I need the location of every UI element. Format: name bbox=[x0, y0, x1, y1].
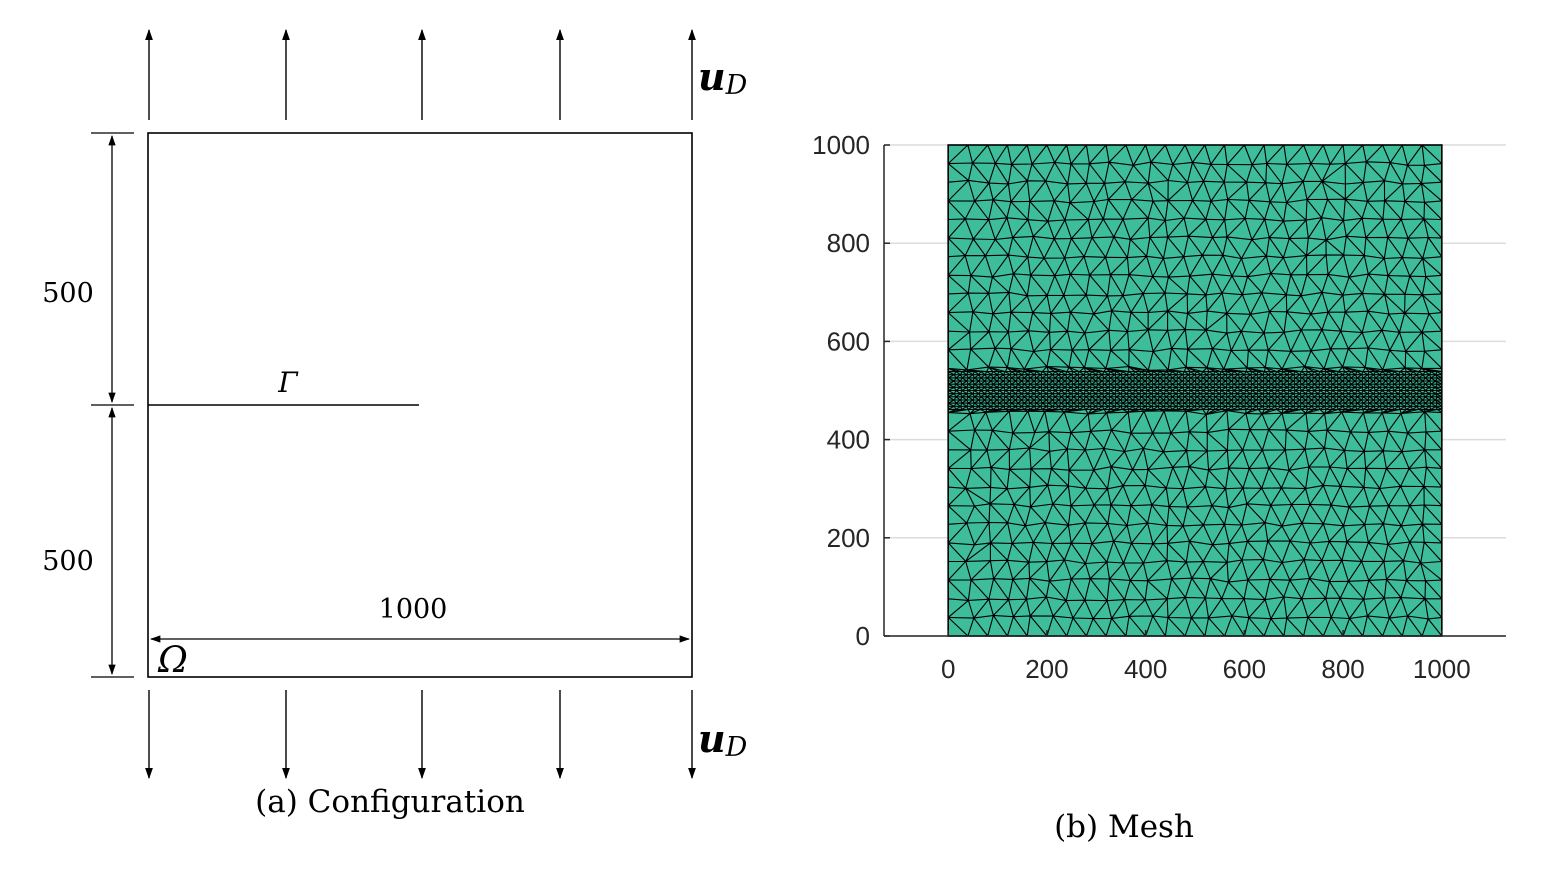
mesh-edge bbox=[948, 198, 1442, 204]
mesh-edge bbox=[948, 179, 1442, 185]
mesh-edge bbox=[948, 614, 1442, 620]
mesh-edge bbox=[948, 291, 1442, 297]
mesh-edge bbox=[948, 161, 1442, 166]
caption-b: (b) Mesh bbox=[1054, 809, 1194, 845]
domain-label: Ω bbox=[157, 640, 188, 681]
x-tick-label: 600 bbox=[1223, 654, 1266, 684]
mesh-edge bbox=[948, 217, 1442, 222]
mesh-edge bbox=[948, 540, 1442, 546]
mesh-panel: 0 200 400 600 800 1000 0 200 400 600 800 1000 (b) … bbox=[812, 130, 1506, 845]
mesh-edge bbox=[948, 577, 1442, 583]
x-tick-label: 1000 bbox=[1413, 654, 1471, 684]
crack-label: Γ bbox=[277, 366, 299, 399]
mesh-edge bbox=[948, 596, 1442, 602]
y-tick-label: 0 bbox=[856, 621, 870, 651]
x-tick-label: 400 bbox=[1124, 654, 1167, 684]
y-tick-label: 1000 bbox=[812, 130, 870, 160]
mesh-edge bbox=[948, 559, 1442, 565]
mesh-edge bbox=[948, 365, 1442, 371]
dim-label-width: 1000 bbox=[379, 594, 448, 625]
mesh-edge bbox=[948, 347, 1442, 353]
vertical-dimensions bbox=[91, 132, 134, 678]
y-tick-labels: 0 200 400 600 800 1000 bbox=[812, 130, 870, 651]
mesh-edge bbox=[948, 272, 1442, 278]
mesh-edge bbox=[948, 503, 1442, 509]
y-tick-label: 600 bbox=[827, 326, 870, 356]
caption-a: (a) Configuration bbox=[255, 784, 525, 820]
mesh-edge bbox=[948, 466, 1442, 471]
top-load-arrows bbox=[145, 28, 696, 120]
y-tick-label: 400 bbox=[827, 425, 870, 455]
top-load-label: uD bbox=[698, 54, 748, 101]
y-tick-label: 200 bbox=[827, 523, 870, 553]
mesh-edge bbox=[948, 310, 1442, 315]
mesh-triangles bbox=[947, 144, 1443, 637]
bottom-load-label: uD bbox=[698, 716, 748, 763]
x-tick-label: 0 bbox=[941, 654, 955, 684]
mesh-axes bbox=[883, 144, 1506, 637]
dim-label-upper: 500 bbox=[42, 278, 94, 309]
mesh-edge bbox=[948, 329, 1442, 334]
mesh-edge bbox=[948, 428, 1442, 434]
y-tick-label: 800 bbox=[827, 228, 870, 258]
mesh-edge bbox=[948, 484, 1442, 490]
x-tick-labels: 0 200 400 600 800 1000 bbox=[941, 654, 1471, 684]
bottom-load-arrows bbox=[145, 690, 696, 780]
mesh-edge bbox=[948, 235, 1442, 241]
mesh-edge bbox=[948, 254, 1442, 260]
x-tick-label: 800 bbox=[1321, 654, 1364, 684]
mesh-edge bbox=[948, 447, 1442, 453]
mesh-edge bbox=[948, 521, 1442, 527]
x-tick-label: 200 bbox=[1025, 654, 1068, 684]
configuration-panel: uD uD 500 500 1000 Γ Ω (a) Configuration bbox=[42, 28, 748, 820]
dim-label-lower: 500 bbox=[42, 546, 94, 577]
